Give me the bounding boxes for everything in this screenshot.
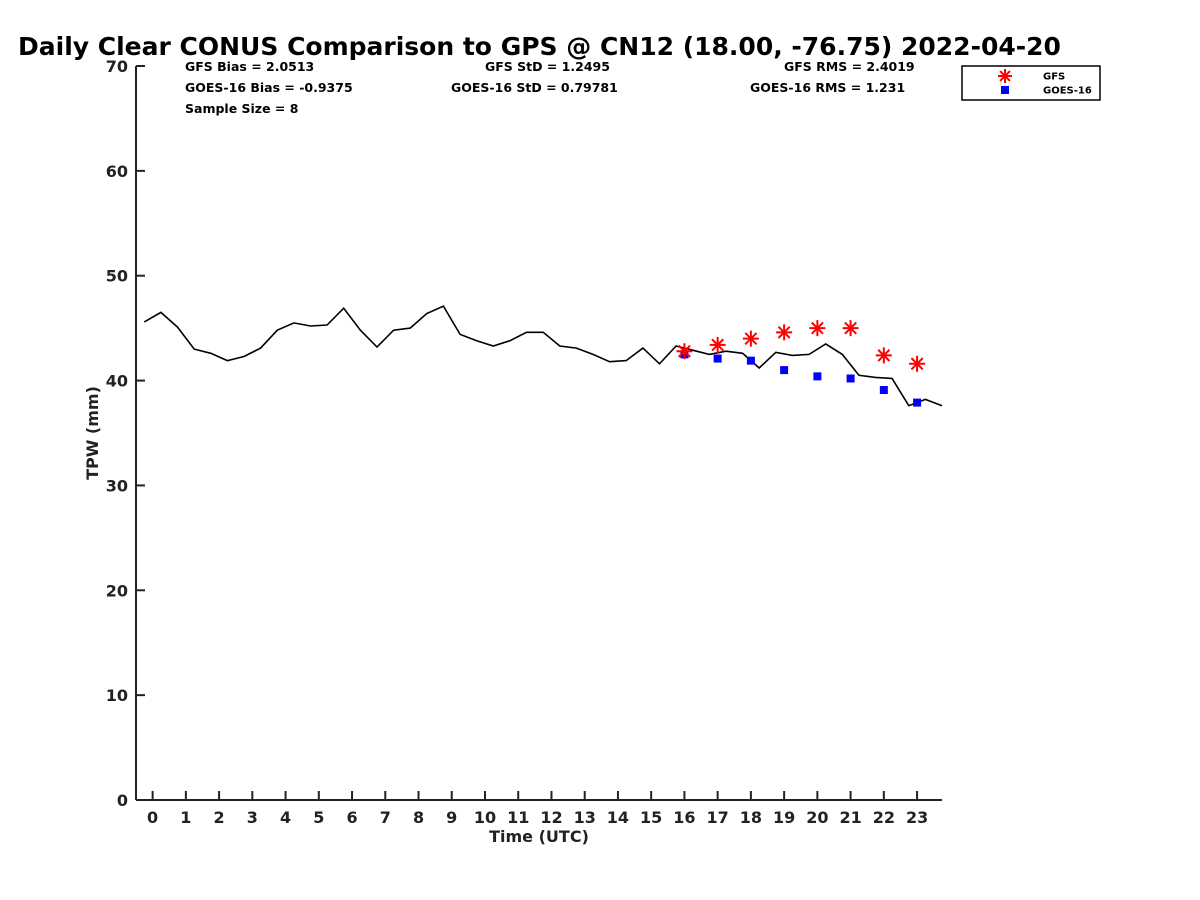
goes-rms-text: GOES-16 RMS = 1.231 [750, 80, 905, 95]
x-tick-label: 6 [346, 808, 357, 827]
y-tick-label: 50 [106, 267, 128, 286]
x-tick-label: 8 [413, 808, 424, 827]
y-tick-label: 70 [106, 57, 128, 76]
x-tick-label: 14 [607, 808, 629, 827]
x-tick-label: 9 [446, 808, 457, 827]
asterisk-stroke [844, 321, 857, 335]
legend-gfs-marker [998, 69, 1012, 83]
y-tick-label: 0 [117, 791, 128, 810]
plot-area [143, 305, 943, 407]
goes-16-point [913, 398, 922, 407]
asterisk-stroke [877, 349, 891, 362]
x-tick-label: 11 [507, 808, 529, 827]
goes-16-point [746, 356, 755, 365]
legend-box [961, 65, 1101, 101]
gfs-rms-text: GFS RMS = 2.4019 [784, 59, 915, 74]
goes-16-point [879, 386, 888, 395]
gfs-point [842, 320, 859, 337]
legend-label: GOES-16 [1043, 86, 1092, 97]
gfs-bias-text: GFS Bias = 2.0513 [185, 59, 314, 74]
gfs-point [809, 320, 826, 337]
gfs-point [709, 336, 726, 353]
x-tick-label: 2 [214, 808, 225, 827]
asterisk-stroke [810, 321, 824, 335]
goes-16-point [780, 366, 789, 375]
x-tick-label: 7 [380, 808, 391, 827]
x-tick-label: 22 [873, 808, 895, 827]
x-tick-label: 1 [180, 808, 191, 827]
legend: GFS GOES-16 [961, 65, 1101, 101]
x-tick-label: 10 [474, 808, 496, 827]
x-tick-label: 13 [574, 808, 596, 827]
gfs-point [676, 343, 693, 360]
asterisk-stroke [744, 332, 758, 345]
stats-block: GFS Bias = 2.0513 GOES-16 Bias = -0.9375… [185, 59, 915, 116]
x-tick-label: 0 [147, 808, 158, 827]
gfs-point [875, 347, 892, 364]
sample-size-text: Sample Size = 8 [185, 101, 298, 116]
x-axis-label: Time (UTC) [489, 827, 589, 846]
x-tick-label: 21 [839, 808, 861, 827]
asterisk-stroke [777, 325, 791, 339]
gfs-point [909, 355, 926, 372]
goes-std-text: GOES-16 StD = 0.79781 [451, 80, 618, 95]
x-tick-label: 23 [906, 808, 928, 827]
gfs-point [742, 330, 759, 347]
asterisk-stroke [711, 338, 725, 352]
gfs-point [776, 324, 793, 341]
y-tick-label: 60 [106, 162, 128, 181]
y-tick-label: 30 [106, 476, 128, 495]
x-tick-label: 5 [313, 808, 324, 827]
x-tick-label: 19 [773, 808, 795, 827]
goes-16-point [846, 374, 855, 383]
goes-16-point [813, 372, 822, 381]
gfs-std-text: GFS StD = 1.2495 [485, 59, 610, 74]
x-tick-label: 3 [247, 808, 258, 827]
x-tick-label: 4 [280, 808, 291, 827]
x-tick-label: 18 [740, 808, 762, 827]
gps-line [143, 305, 943, 407]
x-tick-label: 15 [640, 808, 662, 827]
y-tick-label: 40 [106, 372, 128, 391]
y-tick-label: 10 [106, 686, 128, 705]
y-axis-label: TPW (mm) [83, 386, 102, 480]
x-tick-label: 20 [806, 808, 828, 827]
y-tick-label: 20 [106, 581, 128, 600]
goes-16-point [713, 354, 722, 363]
x-tick-label: 16 [673, 808, 695, 827]
chart-title: Daily Clear CONUS Comparison to GPS @ CN… [18, 32, 1061, 61]
goes-bias-text: GOES-16 Bias = -0.9375 [185, 80, 353, 95]
asterisk-stroke [910, 357, 924, 371]
x-tick-label: 12 [540, 808, 562, 827]
asterisk-stroke [999, 70, 1011, 82]
legend-goes-16-marker [1001, 86, 1009, 94]
legend-label: GFS [1043, 72, 1065, 83]
x-tick-label: 17 [707, 808, 729, 827]
asterisk-stroke [678, 344, 691, 358]
